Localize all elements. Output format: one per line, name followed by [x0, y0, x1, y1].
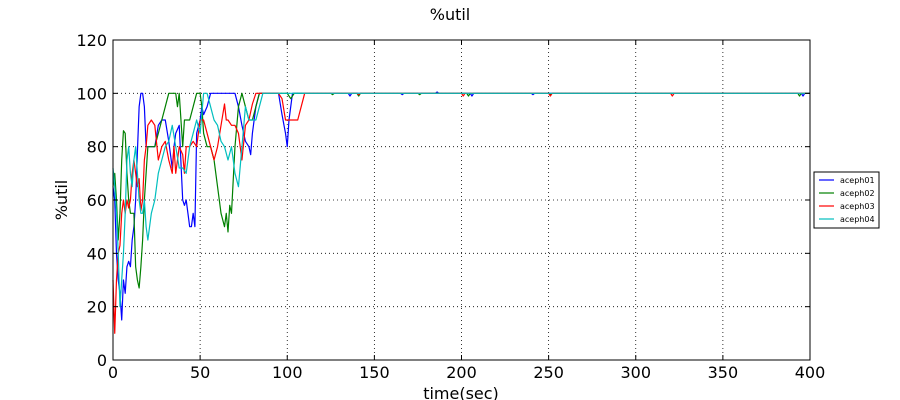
legend-label-aceph03: aceph03 — [840, 202, 875, 211]
chart-title: %util — [430, 5, 471, 24]
legend-label-aceph02: aceph02 — [840, 189, 875, 198]
x-tick-label: 50 — [190, 363, 210, 382]
series-line-aceph01 — [112, 91, 810, 321]
series-line-aceph02 — [112, 92, 810, 289]
x-tick-label: 100 — [272, 363, 303, 382]
x-tick-label: 250 — [533, 363, 564, 382]
legend-label-aceph04: aceph04 — [840, 215, 875, 224]
legend: aceph01 aceph02 aceph03 aceph04 — [813, 171, 880, 229]
series-line-aceph04 — [112, 92, 810, 308]
legend-label-aceph01: aceph01 — [840, 176, 875, 185]
y-tick-label: 120 — [76, 31, 107, 50]
x-tick-label: 300 — [620, 363, 651, 382]
y-tick-label: 40 — [87, 244, 107, 263]
y-tick-label: 20 — [87, 298, 107, 317]
y-tick-label: 100 — [76, 84, 107, 103]
series-line-aceph03 — [112, 92, 810, 334]
x-tick-label: 200 — [446, 363, 477, 382]
y-tick-label: 80 — [87, 138, 107, 157]
x-tick-label: 400 — [795, 363, 826, 382]
series-group — [112, 91, 810, 334]
y-tick-label: 60 — [87, 191, 107, 210]
y-tick-label: 0 — [97, 351, 107, 370]
x-tick-label: 150 — [359, 363, 390, 382]
x-tick-label: 350 — [708, 363, 739, 382]
axis-ticks: 0 50 100 150 200 250 300 350 400 0 20 40 60 80 100 120 — [76, 31, 825, 382]
y-axis-title: %util — [52, 180, 71, 221]
x-axis-title: time(sec) — [423, 384, 499, 400]
grid — [113, 40, 810, 360]
x-tick-label: 0 — [108, 363, 118, 382]
